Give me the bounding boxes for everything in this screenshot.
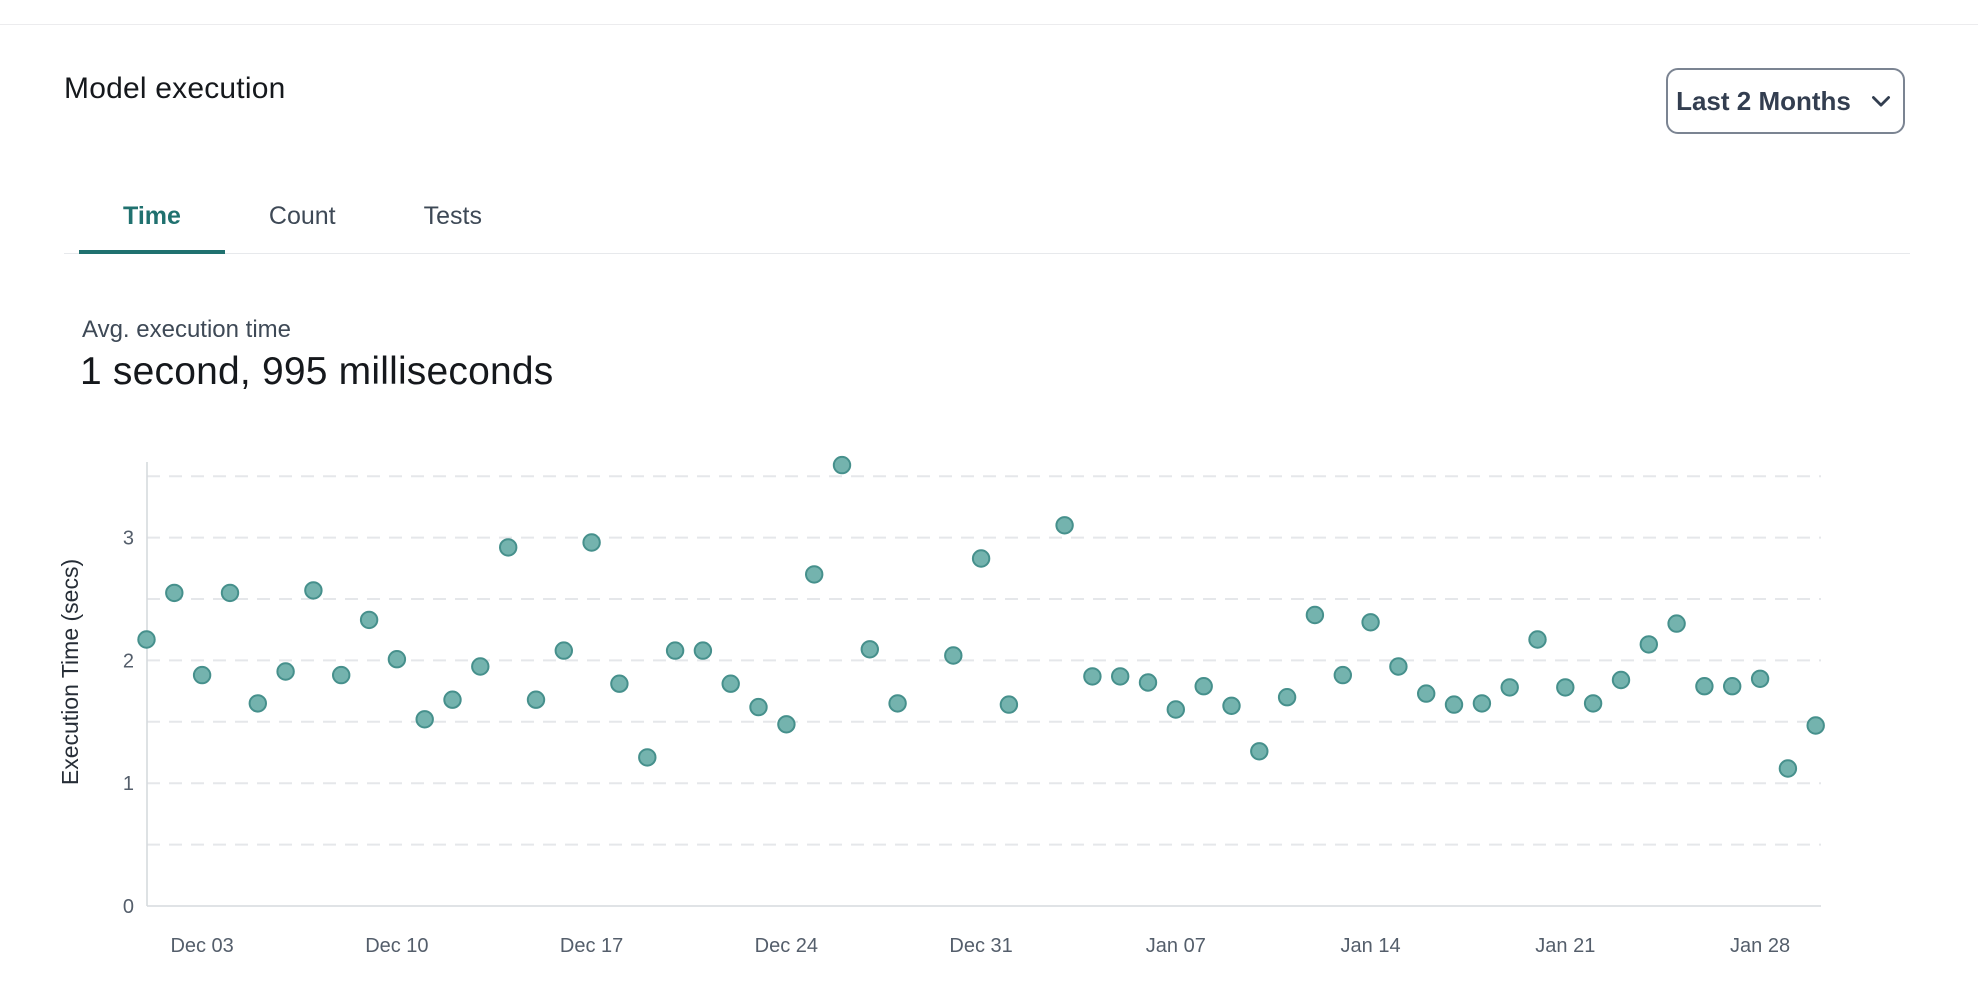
data-point — [415, 710, 434, 729]
data-point — [805, 565, 824, 584]
date-range-label: Last 2 Months — [1676, 85, 1851, 116]
data-point — [832, 455, 852, 475]
data-point — [1472, 694, 1492, 713]
data-point — [359, 610, 379, 630]
data-point — [693, 641, 713, 660]
x-tick-label: Jan 14 — [1341, 935, 1401, 957]
data-point — [944, 646, 963, 665]
data-point — [471, 657, 490, 676]
data-point — [1333, 665, 1353, 685]
data-point — [1222, 696, 1241, 715]
x-tick-label: Dec 10 — [365, 935, 428, 957]
data-point — [1444, 695, 1464, 714]
y-tick-label: 0 — [123, 896, 134, 918]
data-point — [499, 538, 518, 557]
tab-time[interactable]: Time — [79, 195, 225, 254]
data-point — [165, 583, 184, 603]
date-range-dropdown[interactable]: Last 2 Months — [1666, 68, 1905, 134]
data-point — [1750, 669, 1770, 688]
x-tick-label: Jan 21 — [1535, 935, 1595, 957]
tab-bar: Time Count Tests — [64, 195, 1910, 254]
data-point — [1806, 716, 1825, 735]
x-tick-label: Dec 31 — [949, 935, 1012, 957]
data-point — [220, 583, 240, 603]
data-point — [1639, 635, 1659, 654]
data-point — [1138, 673, 1158, 692]
data-point — [1389, 657, 1408, 676]
data-point — [860, 640, 879, 659]
data-point — [1194, 677, 1213, 696]
data-point — [1277, 688, 1297, 707]
data-point — [1500, 678, 1519, 697]
tab-count[interactable]: Count — [225, 195, 380, 254]
data-point — [1166, 700, 1186, 719]
y-axis-title: Execution Time (secs) — [57, 559, 83, 785]
x-tick-label: Dec 24 — [755, 935, 818, 957]
data-point — [137, 630, 156, 649]
data-point — [276, 662, 295, 681]
data-point — [443, 690, 462, 709]
data-point — [1611, 670, 1631, 690]
data-point — [387, 650, 407, 669]
data-point — [610, 674, 629, 693]
data-point — [1723, 677, 1742, 696]
data-point — [665, 641, 685, 660]
data-point — [526, 690, 546, 709]
metric-label: Avg. execution time — [82, 316, 292, 343]
x-tick-label: Dec 03 — [170, 935, 233, 957]
metric-value: 1 second, 995 milliseconds — [80, 350, 554, 393]
top-divider — [0, 24, 1978, 25]
data-point — [1361, 613, 1380, 632]
data-point — [971, 549, 991, 568]
data-point — [1250, 742, 1269, 761]
data-point — [1111, 667, 1130, 686]
y-tick-label: 2 — [123, 650, 134, 672]
data-point — [749, 697, 768, 717]
data-point — [1305, 605, 1325, 625]
data-point — [248, 694, 267, 713]
data-point — [999, 695, 1019, 714]
data-point — [192, 665, 212, 685]
y-tick-label: 3 — [123, 528, 134, 550]
data-point — [304, 581, 323, 600]
chevron-down-icon — [1867, 87, 1895, 115]
data-point — [1528, 630, 1547, 649]
tab-tests[interactable]: Tests — [380, 195, 526, 254]
data-point — [1556, 678, 1575, 697]
data-point — [1667, 614, 1686, 633]
data-point — [1583, 694, 1603, 713]
page-title: Model execution — [64, 72, 286, 105]
data-point — [554, 641, 573, 660]
data-point — [1083, 667, 1102, 686]
data-point — [1778, 759, 1798, 778]
data-point — [1695, 677, 1714, 696]
y-tick-label: 1 — [123, 773, 134, 795]
data-point — [638, 748, 657, 767]
data-point — [888, 694, 907, 713]
x-tick-label: Jan 28 — [1730, 935, 1790, 957]
x-tick-label: Dec 17 — [560, 935, 623, 957]
data-point — [777, 715, 796, 734]
data-point — [1417, 684, 1436, 703]
x-tick-label: Jan 07 — [1146, 935, 1206, 957]
data-point — [1055, 516, 1074, 535]
data-point — [332, 665, 351, 685]
data-point — [721, 674, 740, 693]
data-point — [582, 533, 601, 552]
